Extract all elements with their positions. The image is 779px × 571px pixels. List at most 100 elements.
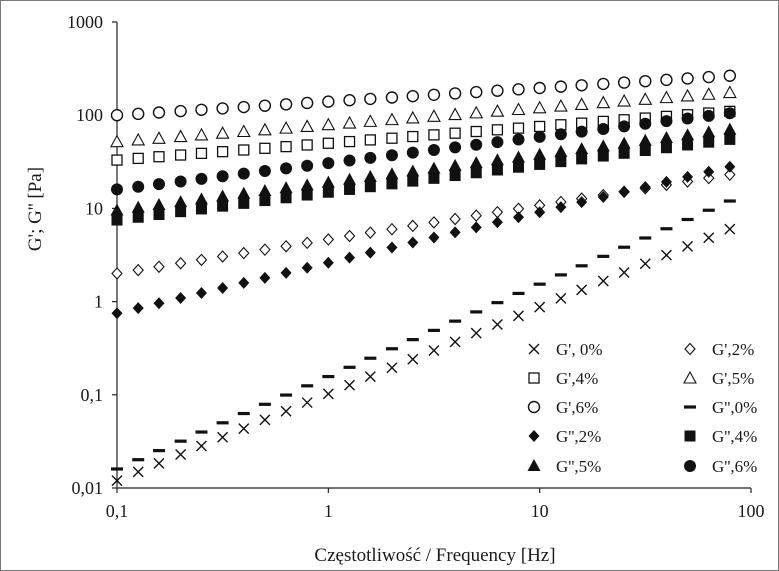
- series-4: [110, 69, 737, 122]
- data-point: [321, 117, 336, 131]
- data-point: [533, 282, 546, 286]
- data-point: [195, 253, 208, 267]
- data-point: [512, 133, 525, 146]
- data-marks: [110, 69, 737, 487]
- data-point: [238, 197, 250, 209]
- data-point: [448, 87, 462, 100]
- data-point: [174, 195, 188, 208]
- data-point: [174, 149, 187, 161]
- data-point: [533, 81, 546, 95]
- data-point: [427, 161, 441, 174]
- data-point: [512, 211, 524, 224]
- data-point: [321, 175, 335, 188]
- data-point: [617, 93, 632, 107]
- data-point: [597, 122, 610, 135]
- data-point: [639, 180, 651, 193]
- legend-item: G', 0%: [528, 340, 603, 359]
- data-point: [427, 109, 441, 122]
- data-point: [597, 190, 609, 203]
- data-point: [724, 168, 736, 182]
- data-point: [449, 336, 461, 348]
- data-point: [132, 302, 144, 315]
- data-point: [702, 109, 715, 122]
- data-point: [596, 139, 610, 152]
- legend-marker: [684, 430, 696, 442]
- data-point: [132, 263, 144, 277]
- data-point: [364, 151, 377, 164]
- data-point: [111, 154, 123, 166]
- data-point: [152, 178, 165, 191]
- data-point: [195, 203, 207, 215]
- data-point: [195, 103, 208, 116]
- data-point: [300, 119, 315, 132]
- legend-item: G',2%: [684, 340, 754, 359]
- data-point: [407, 130, 419, 143]
- data-point: [491, 301, 504, 305]
- data-point: [575, 79, 588, 92]
- data-point: [554, 144, 568, 157]
- data-point: [639, 236, 652, 240]
- data-point: [470, 209, 482, 222]
- data-point: [174, 175, 187, 188]
- data-point: [237, 411, 250, 416]
- data-point: [280, 266, 292, 279]
- data-point: [174, 104, 187, 118]
- data-point: [237, 100, 250, 114]
- data-point: [575, 142, 589, 155]
- data-point: [723, 107, 736, 120]
- data-point: [280, 192, 292, 204]
- data-point: [132, 152, 144, 165]
- data-point: [660, 227, 673, 231]
- series-7: [111, 133, 736, 226]
- legend-item: G'',5%: [527, 457, 601, 476]
- legend-marker: [684, 460, 696, 472]
- x-tick-label: 0,1: [106, 501, 129, 521]
- data-point: [257, 122, 272, 136]
- data-point: [259, 142, 271, 154]
- data-point: [702, 125, 716, 138]
- data-point: [322, 157, 335, 170]
- data-point: [153, 297, 165, 310]
- data-point: [386, 241, 398, 254]
- series-5: [111, 199, 736, 471]
- data-point: [238, 144, 250, 156]
- data-point: [343, 365, 356, 369]
- data-point: [639, 145, 651, 157]
- data-point: [343, 154, 356, 167]
- data-point: [279, 120, 293, 134]
- data-point: [407, 353, 419, 365]
- data-point: [617, 136, 631, 149]
- data-point: [406, 146, 419, 159]
- data-point: [449, 141, 462, 154]
- data-point: [153, 209, 165, 221]
- data-point: [428, 345, 440, 357]
- data-point: [194, 127, 209, 141]
- data-point: [111, 475, 123, 487]
- data-point: [175, 206, 187, 218]
- data-point: [639, 117, 652, 130]
- y-tick-label: 100: [76, 105, 103, 125]
- data-point: [301, 236, 313, 250]
- data-point: [363, 114, 378, 127]
- data-point: [132, 211, 144, 223]
- legend-marker: [528, 430, 540, 442]
- data-point: [300, 96, 314, 110]
- data-point: [512, 83, 525, 96]
- data-point: [597, 254, 610, 258]
- data-point: [280, 405, 292, 417]
- data-point: [470, 85, 483, 99]
- data-point: [660, 115, 673, 128]
- series-6: [111, 160, 736, 320]
- legend-marker: [527, 400, 541, 414]
- data-point: [406, 89, 419, 103]
- data-point: [111, 467, 123, 471]
- data-point: [386, 222, 398, 236]
- data-point: [555, 156, 567, 168]
- data-point: [491, 124, 504, 136]
- data-point: [534, 120, 546, 133]
- data-point: [703, 232, 715, 244]
- legend-item: G'',2%: [528, 427, 601, 446]
- data-point: [638, 133, 652, 146]
- data-point: [110, 134, 124, 148]
- y-tick-label: 0,01: [72, 478, 104, 498]
